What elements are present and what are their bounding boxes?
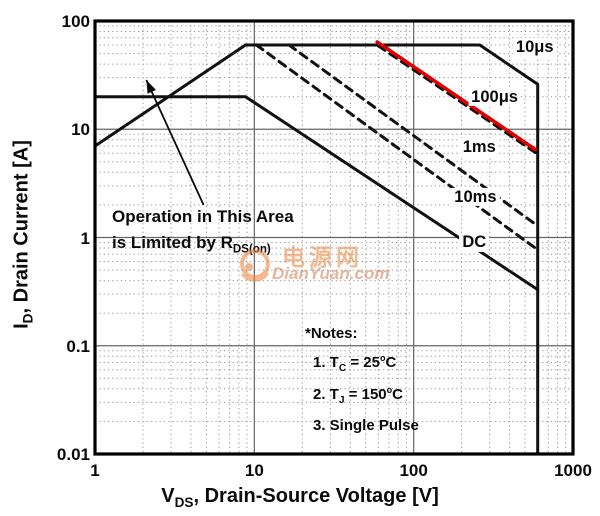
x-tick-1: 1	[90, 461, 100, 480]
y-axis-title-symbol: I	[10, 323, 33, 329]
rdson-annotation-line2: is Limited by RDS(on)	[112, 230, 294, 259]
y-tick-0.1: 0.1	[66, 336, 90, 356]
rdson-annotation-line2-subscript: DS(on)	[232, 242, 271, 255]
x-axis-title-text: , Drain-Source Voltage [V]	[193, 485, 439, 507]
note-item-1-segment: o	[379, 353, 386, 363]
x-axis-title-symbol: V	[161, 485, 175, 507]
rdson-annotation-line2-text: is Limited by R	[112, 232, 233, 252]
curve-label-1ms: 1ms	[459, 138, 499, 157]
note-item-1-segment: C	[385, 354, 397, 371]
note-item-2: 2. TJ = 150oC	[313, 385, 419, 406]
note-item-1-segment: = 25	[346, 354, 380, 371]
notes-items: 1. TC = 25oC 2. TJ = 150oC 3. Single Pulse	[305, 353, 419, 434]
note-item-1: 1. TC = 25oC	[313, 353, 419, 374]
note-item-1-segment: 1. T	[313, 354, 339, 371]
note-item-2-segment: C	[392, 386, 403, 403]
note-item-2-segment: J	[338, 395, 345, 406]
annotation-arrow-head-icon	[146, 80, 156, 94]
series-dc	[93, 95, 540, 292]
notes-block: *Notes: 1. TC = 25oC 2. TJ = 150oC 3. Sing…	[305, 325, 419, 434]
series-pulse_10ms	[254, 43, 540, 252]
curve-label-10μs: 10μs	[512, 38, 557, 57]
note-item-1-segment: C	[338, 363, 347, 374]
series-pulse_10us	[244, 43, 540, 455]
note-item-3-segment: 3. Single Pulse	[313, 417, 419, 434]
y-axis-title-subscript: D	[20, 313, 36, 324]
rdson-annotation-line1: Operation in This Area	[112, 207, 294, 226]
y-tick-0.01: 0.01	[56, 445, 90, 464]
note-item-2-segment: 2. T	[313, 386, 339, 403]
note-item-3: 3. Single Pulse	[313, 417, 419, 434]
y-tick-10: 10	[71, 120, 90, 140]
major-gridlines	[95, 21, 573, 454]
annotation-arrow-line	[145, 79, 205, 206]
curve-label-10ms: 10ms	[451, 188, 500, 207]
x-tick-100: 100	[399, 461, 428, 480]
curve-label-100μs: 100μs	[468, 87, 521, 106]
x-axis-title: VDS, Drain-Source Voltage [V]	[0, 485, 600, 510]
x-tick-10: 10	[244, 461, 264, 480]
plot-border	[93, 19, 575, 456]
y-axis-title-text: , Drain Current [A]	[10, 140, 33, 314]
series-pulse_100us_red_highlight	[375, 40, 538, 152]
y-tick-1: 1	[80, 228, 90, 248]
series-pulse_100us	[376, 44, 540, 156]
x-tick-1000: 1000	[554, 461, 592, 480]
y-tick-100: 100	[61, 12, 90, 31]
notes-header: *Notes:	[305, 325, 358, 342]
y-axis-title: ID, Drain Current [A]	[11, 115, 36, 355]
note-item-2-segment: = 150	[344, 386, 387, 403]
x-axis-title-subscript: DS	[174, 495, 194, 510]
curve-label-DC: DC	[459, 233, 490, 252]
rdson-annotation: Operation in This Area is Limited by RDS…	[112, 204, 294, 258]
note-item-2-segment: o	[386, 385, 393, 395]
